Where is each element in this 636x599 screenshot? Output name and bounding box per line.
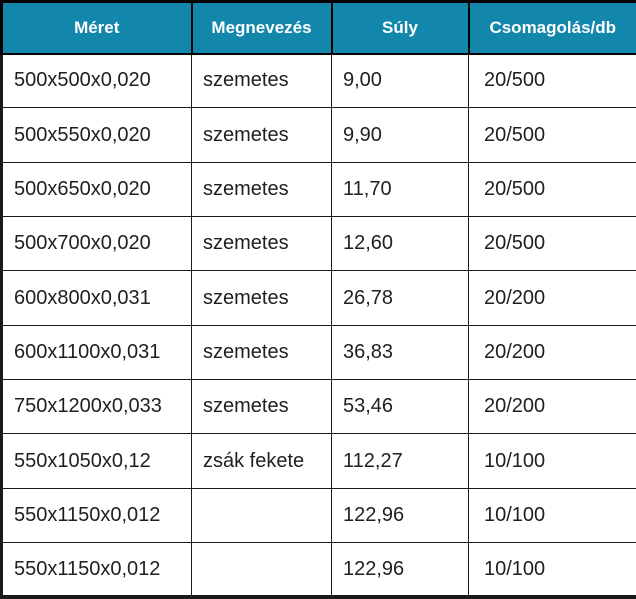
cell-megnevezes [191,487,332,544]
cell-suly: 9,90 [331,107,469,163]
cell-csomagolas-db: 10/100 [468,542,636,599]
cell-meret: 550x1150x0,012 [0,487,192,544]
cell-meret: 550x1050x0,12 [0,433,192,489]
cell-megnevezes: szemetes [191,324,332,381]
table-row: 500x650x0,020 szemetes 11,70 20/500 [0,161,636,218]
cell-csomagolas-db: 10/100 [468,487,636,544]
cell-csomagolas-db: 20/500 [468,52,636,109]
table-row: 500x500x0,020 szemetes 9,00 20/500 [0,52,636,109]
cell-megnevezes [191,542,332,599]
cell-megnevezes: szemetes [191,161,332,218]
cell-meret: 750x1200x0,033 [0,379,192,435]
cell-suly: 26,78 [331,270,469,326]
cell-meret: 600x800x0,031 [0,270,192,326]
header-meret: Méret [0,0,193,55]
cell-megnevezes: zsák fekete [191,433,332,489]
header-suly: Súly [330,0,470,55]
cell-suly: 122,96 [331,542,469,599]
cell-megnevezes: szemetes [191,107,332,163]
cell-csomagolas-db: 20/200 [468,324,636,381]
table-row: 550x1150x0,012 122,96 10/100 [0,487,636,544]
table-row: 750x1200x0,033 szemetes 53,46 20/200 [0,379,636,435]
header-csomagolas-db: Csomagolás/db [467,0,636,55]
cell-megnevezes: szemetes [191,270,332,326]
header-megnevezes: Megnevezés [190,0,333,55]
cell-meret: 500x650x0,020 [0,161,192,218]
cell-csomagolas-db: 20/500 [468,216,636,272]
cell-meret: 500x700x0,020 [0,216,192,272]
cell-meret: 550x1150x0,012 [0,542,192,599]
cell-csomagolas-db: 20/500 [468,107,636,163]
cell-suly: 12,60 [331,216,469,272]
cell-megnevezes: szemetes [191,52,332,109]
cell-megnevezes: szemetes [191,379,332,435]
cell-csomagolas-db: 20/200 [468,270,636,326]
cell-suly: 112,27 [331,433,469,489]
table-row: 500x700x0,020 szemetes 12,60 20/500 [0,216,636,272]
cell-suly: 9,00 [331,52,469,109]
header-row: Méret Megnevezés Súly Csomagolás/db [0,0,636,55]
table-row: 550x1150x0,012 122,96 10/100 [0,542,636,599]
cell-suly: 53,46 [331,379,469,435]
table-row: 600x800x0,031 szemetes 26,78 20/200 [0,270,636,326]
table-body: 500x500x0,020 szemetes 9,00 20/500 500x550x0… [0,52,636,599]
table-header: Méret Megnevezés Súly Csomagolás/db [0,0,636,55]
cell-meret: 500x500x0,020 [0,52,192,109]
cell-suly: 11,70 [331,161,469,218]
table-row: 550x1050x0,12 zsák fekete 112,27 10/100 [0,433,636,489]
cell-meret: 500x550x0,020 [0,107,192,163]
cell-megnevezes: szemetes [191,216,332,272]
cell-suly: 36,83 [331,324,469,381]
table-row: 600x1100x0,031 szemetes 36,83 20/200 [0,324,636,381]
cell-csomagolas-db: 10/100 [468,433,636,489]
cell-csomagolas-db: 20/200 [468,379,636,435]
cell-meret: 600x1100x0,031 [0,324,192,381]
cell-suly: 122,96 [331,487,469,544]
table-row: 500x550x0,020 szemetes 9,90 20/500 [0,107,636,163]
cell-csomagolas-db: 20/500 [468,161,636,218]
